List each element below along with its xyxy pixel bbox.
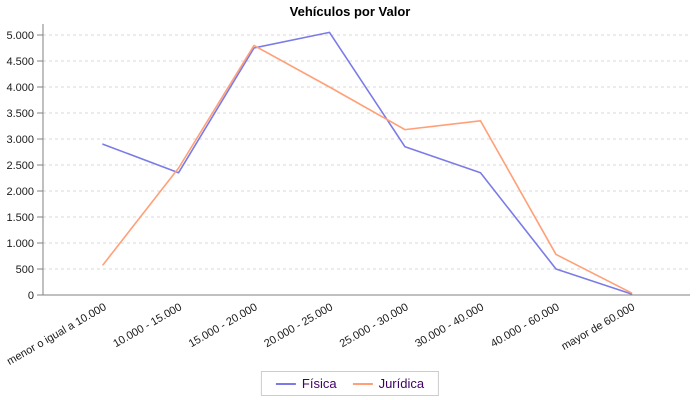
y-tick-label: 4.500 (6, 56, 34, 68)
legend-item: Física (275, 376, 337, 391)
x-category-label: 40.000 - 60.000 (489, 301, 562, 350)
legend: Física Jurídica (260, 371, 440, 396)
y-tick-label: 3.000 (6, 134, 34, 146)
x-category-label: 25.000 - 30.000 (338, 301, 411, 350)
x-category-label: menor o igual a 10.000 (5, 301, 108, 368)
legend-line-swatch (275, 382, 296, 385)
legend-series-label: Física (301, 376, 337, 391)
y-tick-label: 5.000 (6, 30, 34, 42)
x-category-label: 30.000 - 40.000 (413, 301, 486, 350)
x-category-label: mayor de 60.000 (559, 301, 637, 353)
y-tick-label: 2.000 (6, 186, 34, 198)
y-tick-label: 0 (28, 290, 34, 302)
x-category-label: 15.000 - 20.000 (187, 301, 260, 350)
y-tick-label: 2.500 (6, 160, 34, 172)
y-tick-label: 1.500 (6, 212, 34, 224)
series-line-fisica (102, 31, 633, 295)
legend-line-swatch (352, 382, 373, 385)
chart-title: Vehículos por Valor (289, 4, 411, 19)
y-tick-label: 3.500 (6, 108, 34, 120)
x-category-label: 10.000 - 15.000 (111, 301, 184, 350)
legend-item: Jurídica (352, 376, 425, 391)
y-tick-label: 4.000 (6, 82, 34, 94)
y-tick-label: 1.000 (6, 238, 34, 250)
series-line-juridica (102, 44, 633, 294)
x-category-label: 20.000 - 25.000 (262, 301, 335, 350)
legend-series-label: Jurídica (378, 376, 425, 391)
y-tick-label: 500 (16, 264, 34, 276)
